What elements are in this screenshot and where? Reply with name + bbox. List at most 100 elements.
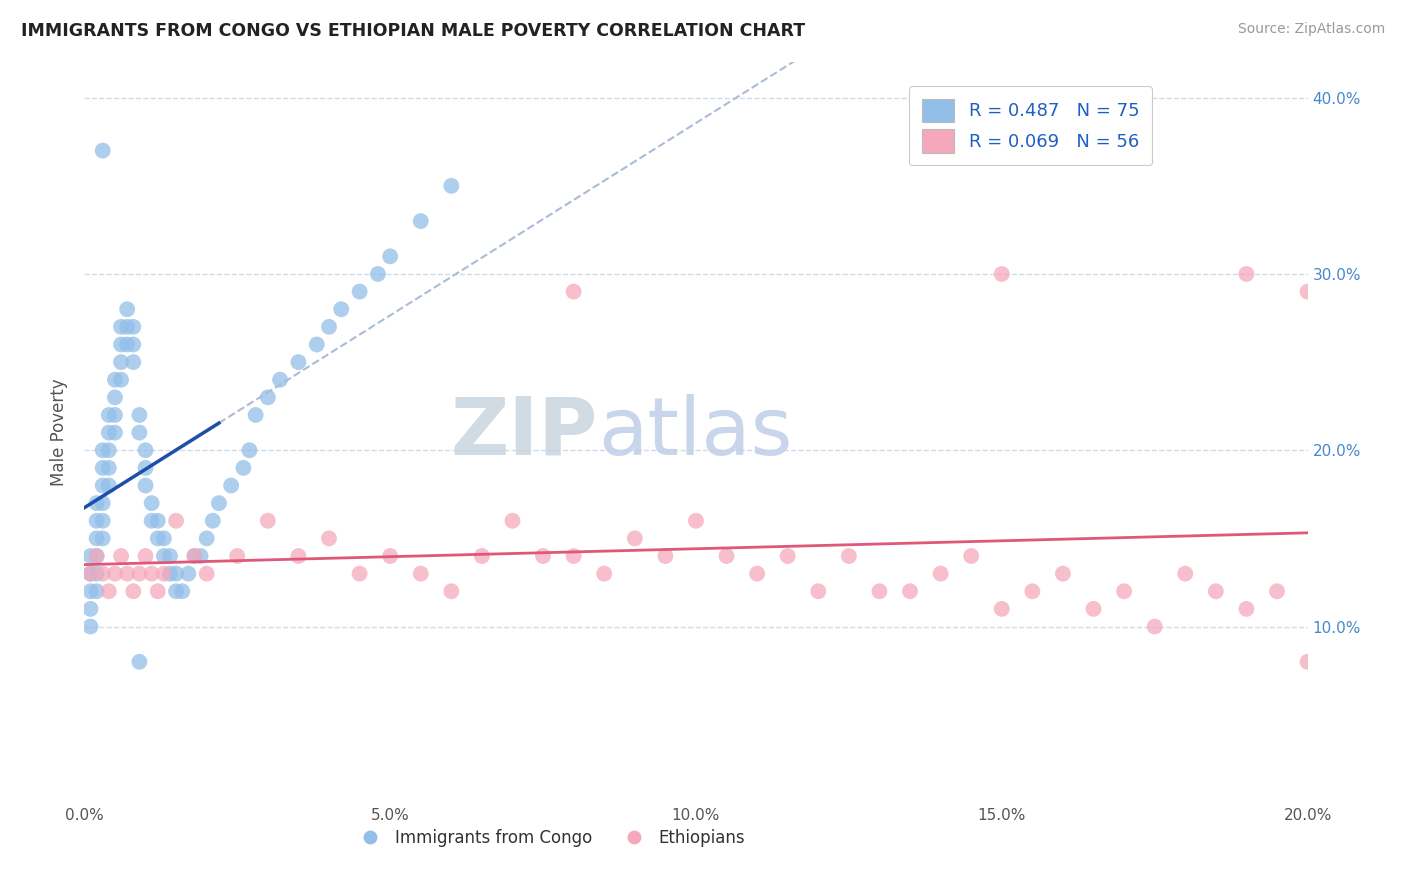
Point bbox=[159, 566, 181, 581]
Point bbox=[122, 319, 145, 334]
Point bbox=[86, 532, 108, 546]
Point bbox=[1296, 285, 1319, 299]
Point bbox=[232, 461, 254, 475]
Point bbox=[104, 566, 127, 581]
Point bbox=[153, 566, 176, 581]
Point bbox=[685, 514, 707, 528]
Point bbox=[562, 549, 585, 563]
Point bbox=[91, 514, 114, 528]
Point bbox=[929, 566, 952, 581]
Point bbox=[257, 514, 280, 528]
Point bbox=[110, 355, 132, 369]
Y-axis label: Male Poverty: Male Poverty bbox=[51, 379, 69, 486]
Point bbox=[593, 566, 616, 581]
Point bbox=[172, 584, 194, 599]
Point bbox=[141, 496, 163, 510]
Point bbox=[128, 408, 150, 422]
Point bbox=[146, 514, 169, 528]
Point bbox=[86, 496, 108, 510]
Text: atlas: atlas bbox=[598, 393, 793, 472]
Point bbox=[201, 514, 224, 528]
Point bbox=[869, 584, 891, 599]
Point bbox=[287, 355, 309, 369]
Point bbox=[776, 549, 799, 563]
Point bbox=[86, 584, 108, 599]
Point bbox=[471, 549, 494, 563]
Text: Source: ZipAtlas.com: Source: ZipAtlas.com bbox=[1237, 22, 1385, 37]
Point bbox=[122, 584, 145, 599]
Point bbox=[104, 425, 127, 440]
Point bbox=[991, 267, 1014, 281]
Point bbox=[1205, 584, 1227, 599]
Point bbox=[97, 461, 120, 475]
Point bbox=[219, 478, 242, 492]
Point bbox=[128, 655, 150, 669]
Point bbox=[654, 549, 676, 563]
Point bbox=[79, 584, 101, 599]
Point bbox=[91, 443, 114, 458]
Point bbox=[115, 319, 138, 334]
Legend: Immigrants from Congo, Ethiopians: Immigrants from Congo, Ethiopians bbox=[346, 822, 752, 854]
Point bbox=[91, 532, 114, 546]
Point bbox=[141, 566, 163, 581]
Point bbox=[97, 408, 120, 422]
Text: ZIP: ZIP bbox=[451, 393, 598, 472]
Point bbox=[86, 549, 108, 563]
Point bbox=[531, 549, 554, 563]
Point bbox=[122, 355, 145, 369]
Point bbox=[79, 549, 101, 563]
Point bbox=[380, 249, 402, 263]
Point bbox=[104, 408, 127, 422]
Point bbox=[807, 584, 830, 599]
Point bbox=[269, 373, 291, 387]
Point bbox=[898, 584, 921, 599]
Point bbox=[440, 584, 463, 599]
Point bbox=[562, 285, 585, 299]
Point bbox=[318, 319, 340, 334]
Point bbox=[104, 390, 127, 404]
Point bbox=[349, 285, 371, 299]
Point bbox=[716, 549, 738, 563]
Point bbox=[1021, 584, 1043, 599]
Point bbox=[208, 496, 231, 510]
Point bbox=[104, 373, 127, 387]
Point bbox=[97, 478, 120, 492]
Point bbox=[183, 549, 205, 563]
Point bbox=[115, 566, 138, 581]
Point bbox=[440, 178, 463, 193]
Point bbox=[1265, 584, 1288, 599]
Point bbox=[367, 267, 389, 281]
Point bbox=[153, 549, 176, 563]
Point bbox=[79, 566, 101, 581]
Point bbox=[115, 302, 138, 317]
Point bbox=[177, 566, 200, 581]
Point bbox=[153, 532, 176, 546]
Point bbox=[91, 496, 114, 510]
Point bbox=[1236, 267, 1258, 281]
Point bbox=[409, 214, 432, 228]
Point bbox=[190, 549, 212, 563]
Point bbox=[97, 425, 120, 440]
Point bbox=[146, 584, 169, 599]
Point bbox=[1052, 566, 1074, 581]
Point bbox=[165, 584, 187, 599]
Point bbox=[110, 337, 132, 351]
Point bbox=[135, 549, 157, 563]
Point bbox=[1296, 655, 1319, 669]
Point bbox=[838, 549, 860, 563]
Point bbox=[122, 337, 145, 351]
Point bbox=[91, 144, 114, 158]
Point bbox=[991, 602, 1014, 616]
Point bbox=[110, 319, 132, 334]
Point bbox=[79, 566, 101, 581]
Point bbox=[195, 532, 218, 546]
Point bbox=[91, 478, 114, 492]
Point bbox=[1114, 584, 1136, 599]
Point bbox=[79, 619, 101, 633]
Point bbox=[115, 337, 138, 351]
Point bbox=[257, 390, 280, 404]
Point bbox=[1083, 602, 1105, 616]
Point bbox=[135, 461, 157, 475]
Point bbox=[128, 425, 150, 440]
Point bbox=[1174, 566, 1197, 581]
